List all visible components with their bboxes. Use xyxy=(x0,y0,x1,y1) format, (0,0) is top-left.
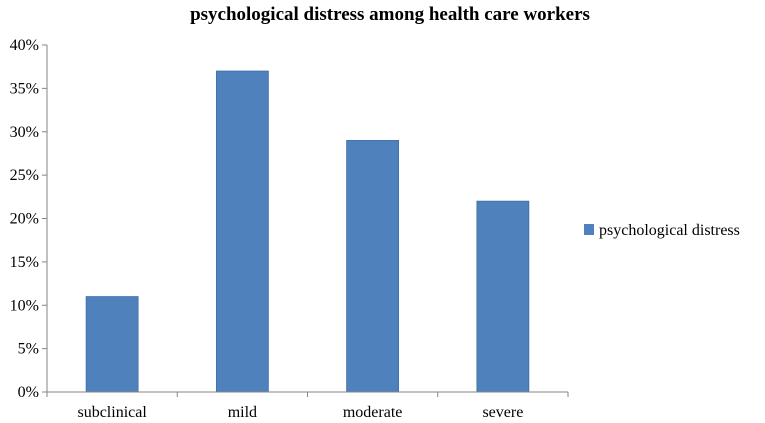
y-tick-label: 40% xyxy=(10,37,39,54)
legend-swatch xyxy=(584,224,594,235)
bars xyxy=(85,70,530,393)
legend: psychological distress xyxy=(584,222,740,239)
legend-label: psychological distress xyxy=(599,222,740,239)
y-tick-label: 15% xyxy=(10,254,39,271)
x-tick-label: severe xyxy=(482,404,523,421)
y-tick-label: 30% xyxy=(10,124,39,141)
bar-subclinical xyxy=(85,296,139,393)
x-tick-label: subclinical xyxy=(77,404,147,421)
bar-severe xyxy=(476,200,530,393)
bar-moderate xyxy=(346,140,400,393)
y-tick-label: 10% xyxy=(10,297,39,314)
bar-mild xyxy=(215,70,269,393)
x-axis: subclinical mild moderate severe xyxy=(46,391,569,421)
y-tick-label: 0% xyxy=(18,384,39,401)
y-tick-label: 20% xyxy=(10,211,39,228)
y-tick-label: 5% xyxy=(18,341,39,358)
y-tick-label: 35% xyxy=(10,80,39,97)
chart-title: psychological distress among health care… xyxy=(190,4,590,25)
x-tick-label: moderate xyxy=(343,404,403,421)
x-tick-label: mild xyxy=(228,404,257,421)
y-tick-label: 25% xyxy=(10,167,39,184)
y-axis: 0% 5% 10% 15% 20% 25% 30% 35% 40% xyxy=(10,37,48,401)
